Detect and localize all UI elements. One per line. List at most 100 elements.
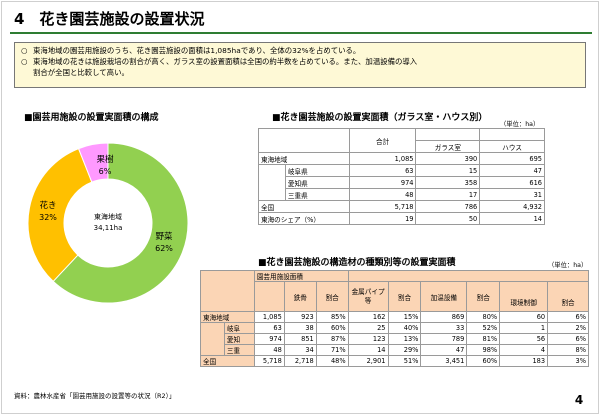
cell-house: 31 [479,188,545,201]
table2-header-blank [253,281,285,312]
cell: 80% [466,311,501,323]
cell: 14 [347,344,389,356]
cell: 85% [315,311,349,323]
table1-header-blank [415,128,481,141]
cell-house: 14 [479,212,545,225]
donut-slice-1 [27,147,93,283]
table1-title: ■花き園芸施設の設置実面積（ガラス室・ハウス別） [272,113,488,123]
region-cell: 三重県 [284,188,350,201]
title-underline [10,32,592,34]
cell-house: 47 [479,164,545,177]
slice-label-flowers: 花き 32% [32,200,64,224]
table2-col-ratio: 割合 [315,281,349,312]
table1-header-glass: ガラス室 [415,140,481,153]
cell: 2% [547,322,589,334]
table2-unit: （単位：ha） [548,262,588,269]
cell: 4 [499,344,549,356]
table-row: 三重 48 34 71% 14 29% 47 98% 4 8% [201,344,589,356]
table-row: 東海地域 1,085 390 695 [258,152,545,165]
cell: 123 [347,333,389,345]
cell-glass: 15 [415,164,481,177]
indent-cell [258,164,286,201]
table-row: 岐阜 63 38 60% 25 40% 33 52% 1 2% [200,322,589,356]
cell: 81% [466,333,501,345]
table-row: 愛知県 974 358 616 [259,176,545,189]
region-cell: 三重 [223,344,255,356]
page-number: 4 [574,393,584,407]
table1-header-total: 合計 [348,128,417,153]
cell: 974 [253,333,285,345]
cell: 3,451 [420,355,468,367]
cell: 52% [466,322,501,334]
cell: 29% [387,344,422,356]
region-cell: 東海のシェア（%） [258,212,350,225]
cell: 34 [283,344,317,356]
table2-col-ratio: 割合 [387,281,422,312]
slice-name-fruit: 果樹 [96,155,114,165]
slice-label-fruit: 果樹 6% [90,154,120,178]
donut-chart: 野菜 62% 花き 32% 果樹 6% 東海地域 34,11ha [18,138,198,308]
cell: 851 [283,333,317,345]
slice-pct-flowers: 32% [39,213,57,222]
table-row: 三重県 48 17 31 [259,188,545,201]
cell: 162 [347,311,389,323]
cell-total: 48 [348,188,417,201]
region-cell: 岐阜 [223,322,255,334]
table2-col-steel: 鉄骨 [283,281,317,312]
table-row: 岐阜県 63 15 47 [258,164,545,201]
cell: 60 [499,311,549,323]
table2-col-ratio: 割合 [547,281,589,312]
bullet-circle-icon: ○ [21,57,28,66]
cell-total: 1,085 [348,152,417,165]
indent-cell [200,322,225,356]
summary-line-1: ○ 東海地域の園芸用施設のうち、花き園芸施設の面積は1,085haであり、全体の… [21,45,579,56]
cell: 60% [315,322,349,334]
table2-col-metal-pipe: 金属パイプ等 [347,281,389,312]
source-note: 資料：農林水産省「園芸用施設の設置等の状況（R2）」 [14,392,176,400]
donut-center-title: 東海地域 [94,213,122,221]
donut-center-value: 34,11ha [93,224,123,232]
cell: 1,085 [253,311,285,323]
cell: 869 [420,311,468,323]
summary-line-2: ○ 東海地域の花きは施設栽培の割合が高く、ガラス室の設置面積は全国の約半数を占め… [21,56,579,67]
cell: 2,718 [283,355,317,367]
slice-label-vegetables: 野菜 62% [146,231,182,255]
cell-glass: 50 [415,212,481,225]
cell-house: 4,932 [479,200,545,213]
table2-col-heating: 加温設備 [420,281,468,312]
table-row: 全国 5,718 786 4,932 [258,200,545,213]
cell-house: 616 [479,176,545,189]
donut-slice-0 [52,142,189,304]
cell-house: 695 [479,152,545,165]
region-cell: 岐阜県 [284,164,350,177]
summary-text-1: 東海地域の園芸用施設のうち、花き園芸施設の面積は1,085haであり、全体の32… [33,46,361,55]
cell: 56 [499,333,549,345]
cell: 13% [387,333,422,345]
table2-header-blank [347,270,590,282]
cell: 1 [499,322,549,334]
cell: 38 [283,322,317,334]
page-title: 4 花き園芸施設の設置状況 [14,10,205,28]
slice-name-vegetables: 野菜 [155,232,173,242]
cell: 63 [253,322,285,334]
table-row: 東海地域 1,085 923 85% 162 15% 869 80% 60 6% [200,311,589,323]
summary-text-3: 割合が全国と比較して高い。 [33,68,129,77]
table2: 園芸用施設面積 鉄骨 割合 金属パイプ等 割合 加温設備 割合 環境制御 割合 … [200,270,590,367]
bullet-circle-icon: ○ [21,46,28,55]
cell: 25 [347,322,389,334]
table2-corner [200,270,255,312]
table1-header-row-2: ガラス室 ハウス [259,140,545,153]
cell-glass: 358 [415,176,481,189]
cell: 8% [547,344,589,356]
cell: 40% [387,322,422,334]
table2-col-ratio: 割合 [466,281,501,312]
table2-col-env-control: 環境制御 [499,281,549,312]
cell: 789 [420,333,468,345]
cell: 60% [466,355,501,367]
cell: 48% [315,355,349,367]
table1-header-house: ハウス [479,140,545,153]
cell: 87% [315,333,349,345]
table2-title: ■花き園芸施設の構造材の種類別等の設置実面積 [258,258,456,268]
summary-text-2: 東海地域の花きは施設栽培の割合が高く、ガラス室の設置面積は全国の約半数を占めてい… [33,57,418,66]
